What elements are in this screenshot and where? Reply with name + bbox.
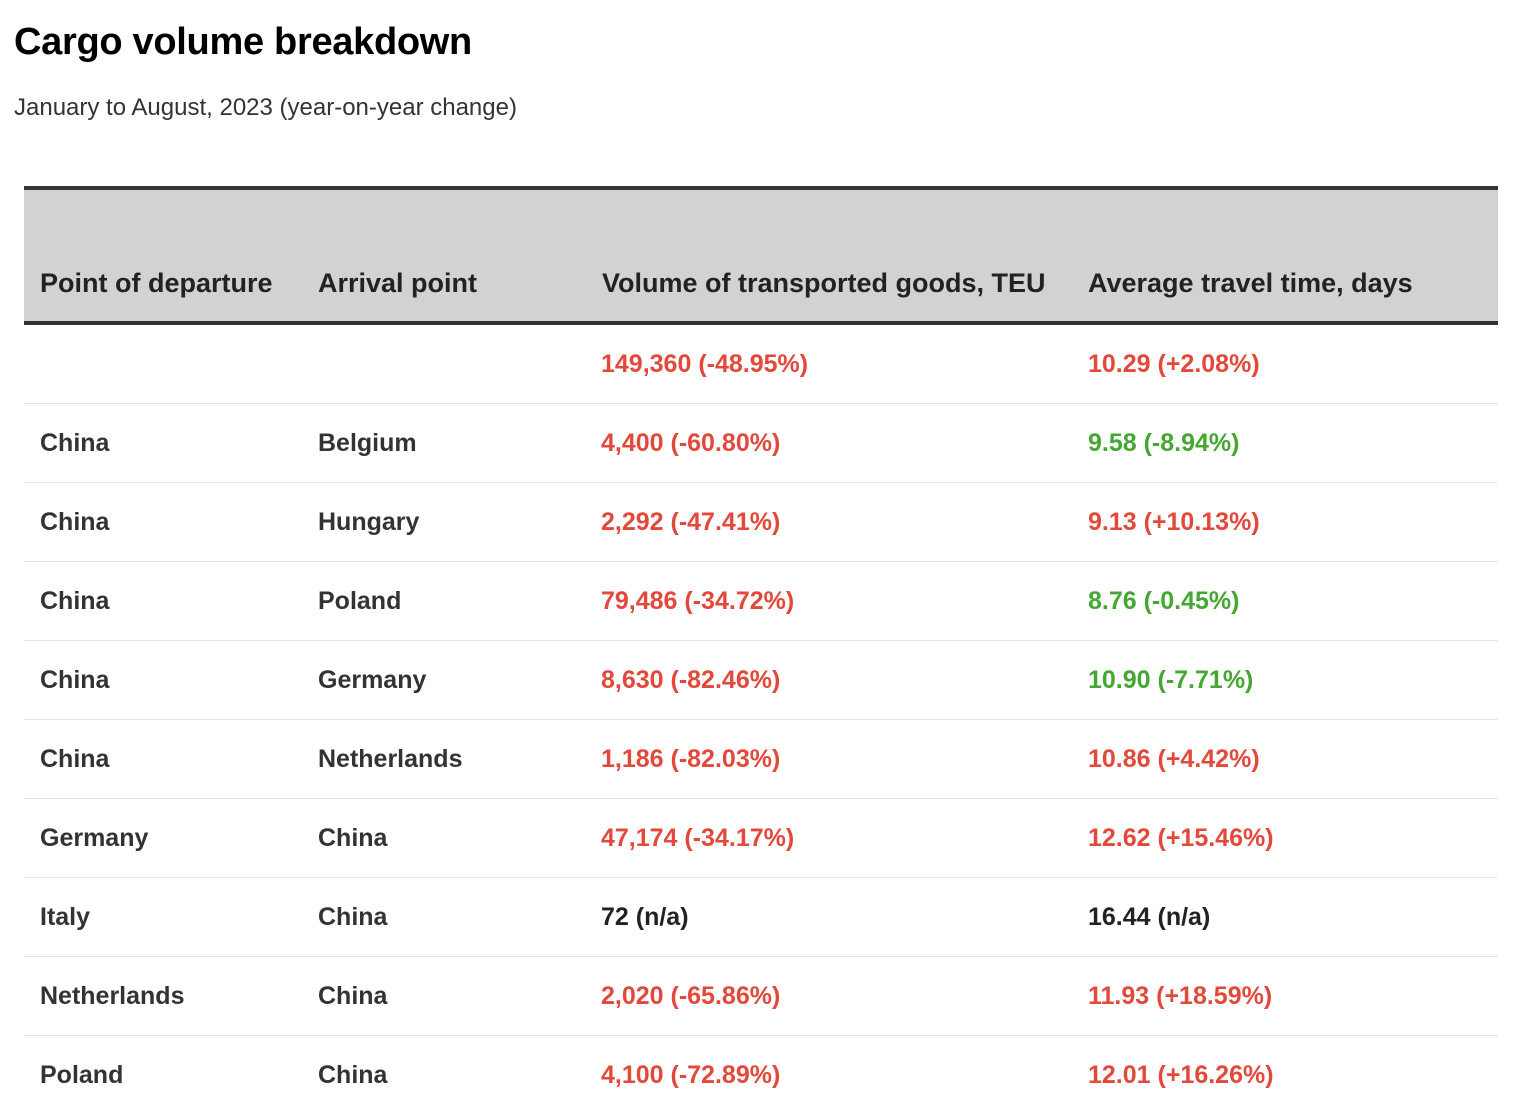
- chart-title: Cargo volume breakdown: [14, 18, 472, 66]
- cell-travel-time: 11.93 (+18.59%): [1072, 957, 1498, 1036]
- cell-volume: 79,486 (-34.72%): [585, 562, 1072, 641]
- cell-volume: 8,630 (-82.46%): [585, 641, 1072, 720]
- cell-departure: China: [24, 562, 302, 641]
- cell-volume: 72 (n/a): [585, 878, 1072, 957]
- cell-travel-time: 10.29 (+2.08%): [1072, 323, 1498, 404]
- cell-travel-time: 9.58 (-8.94%): [1072, 404, 1498, 483]
- cell-departure: China: [24, 720, 302, 799]
- cell-travel-time: 12.01 (+16.26%): [1072, 1036, 1498, 1114]
- cell-volume: 149,360 (-48.95%): [585, 323, 1072, 404]
- chart-subtitle: January to August, 2023 (year-on-year ch…: [14, 90, 517, 126]
- cell-volume: 1,186 (-82.03%): [585, 720, 1072, 799]
- cell-arrival: Poland: [302, 562, 585, 641]
- cell-departure: Italy: [24, 878, 302, 957]
- cargo-table-container: Point of departure Arrival point Volume …: [24, 186, 1498, 1114]
- cargo-table: Point of departure Arrival point Volume …: [24, 186, 1498, 1114]
- cell-volume: 4,400 (-60.80%): [585, 404, 1072, 483]
- cell-departure: Poland: [24, 1036, 302, 1114]
- header-row: Point of departure Arrival point Volume …: [24, 188, 1498, 323]
- cell-departure: China: [24, 404, 302, 483]
- header-departure: Point of departure: [24, 188, 302, 323]
- cell-arrival: Hungary: [302, 483, 585, 562]
- cell-volume: 2,292 (-47.41%): [585, 483, 1072, 562]
- cell-arrival: Netherlands: [302, 720, 585, 799]
- cell-departure: China: [24, 483, 302, 562]
- table-row: 149,360 (-48.95%)10.29 (+2.08%): [24, 323, 1498, 404]
- cell-departure: China: [24, 641, 302, 720]
- cell-travel-time: 12.62 (+15.46%): [1072, 799, 1498, 878]
- cell-arrival: Belgium: [302, 404, 585, 483]
- cell-departure: Netherlands: [24, 957, 302, 1036]
- cell-arrival: China: [302, 878, 585, 957]
- cell-travel-time: 10.90 (-7.71%): [1072, 641, 1498, 720]
- cell-travel-time: 9.13 (+10.13%): [1072, 483, 1498, 562]
- cell-volume: 4,100 (-72.89%): [585, 1036, 1072, 1114]
- cell-travel-time: 10.86 (+4.42%): [1072, 720, 1498, 799]
- cell-departure: [24, 323, 302, 404]
- cell-arrival: Germany: [302, 641, 585, 720]
- cell-arrival: China: [302, 957, 585, 1036]
- cell-arrival: China: [302, 799, 585, 878]
- cell-arrival: China: [302, 1036, 585, 1114]
- header-arrival: Arrival point: [302, 188, 585, 323]
- cell-volume: 2,020 (-65.86%): [585, 957, 1072, 1036]
- header-volume: Volume of transported goods, TEU: [585, 188, 1072, 323]
- table-header: Point of departure Arrival point Volume …: [24, 188, 1498, 323]
- header-travel-time: Average travel time, days: [1072, 188, 1498, 323]
- cell-arrival: [302, 323, 585, 404]
- cell-travel-time: 8.76 (-0.45%): [1072, 562, 1498, 641]
- cell-volume: 47,174 (-34.17%): [585, 799, 1072, 878]
- cell-travel-time: 16.44 (n/a): [1072, 878, 1498, 957]
- cell-departure: Germany: [24, 799, 302, 878]
